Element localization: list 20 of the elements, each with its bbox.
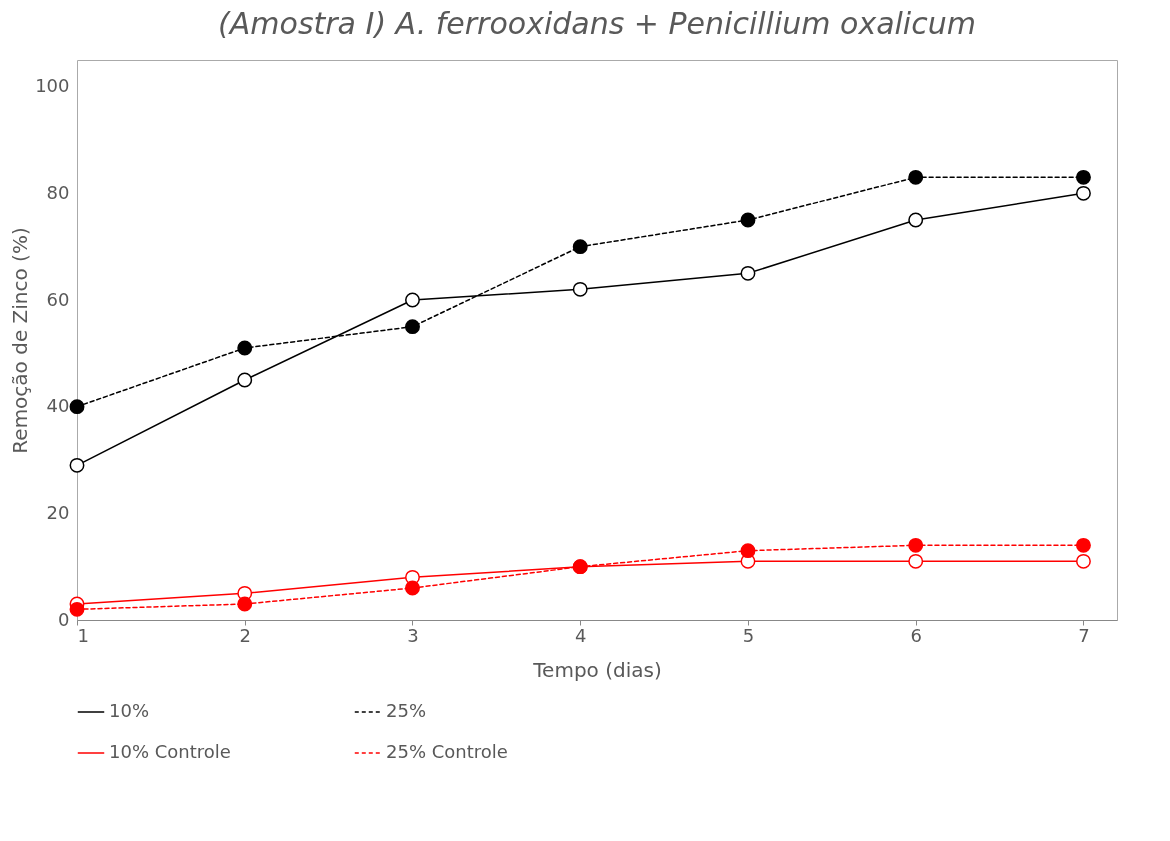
x-tick-label: 2 <box>239 624 251 646</box>
legend-label: 10% Controle <box>109 741 231 762</box>
y-tick-label: 60 <box>46 288 70 310</box>
chart-title: (Amostra I) A. ferrooxidans + Penicillium oxalicum <box>218 6 976 41</box>
x-tick-label: 4 <box>575 624 587 646</box>
legend-label: 25% <box>386 700 427 721</box>
y-tick-label: 20 <box>46 501 70 523</box>
x-tick-label: 1 <box>77 624 89 646</box>
y-tick-label: 40 <box>46 395 70 417</box>
x-tick-label: 6 <box>910 624 922 646</box>
legend-label: 10% <box>109 700 150 721</box>
y-axis-title: Remoção de Zinco (%) <box>8 227 33 454</box>
x-tick-label: 3 <box>407 624 419 646</box>
x-tick-label: 7 <box>1078 624 1090 646</box>
x-axis-title: Tempo (dias) <box>532 657 662 682</box>
y-tick-label: 0 <box>58 608 70 630</box>
legend-label: 25% Controle <box>386 741 508 762</box>
x-tick-label: 5 <box>742 624 755 646</box>
y-tick-label: 80 <box>46 181 70 203</box>
y-tick-label: 100 <box>35 75 70 97</box>
